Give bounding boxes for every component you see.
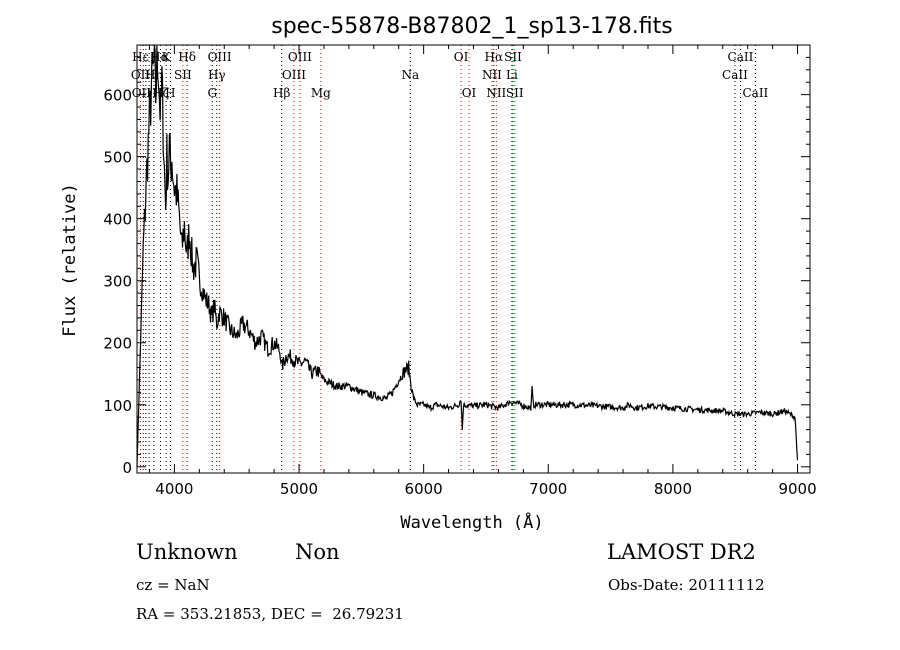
x-axis: 4000 5000 6000 7000 8000 9000 [148, 45, 817, 498]
spectral-line-label: OIII [282, 68, 306, 82]
spectral-line-label: OI [454, 50, 469, 64]
redshift-label: cz = NaN [136, 576, 210, 594]
x-tick-label: 6000 [405, 480, 443, 498]
y-axis-label: Flux (relative) [60, 183, 80, 337]
spectral-line-label: NII [482, 68, 502, 82]
class-label: Unknown [136, 540, 238, 564]
spectral-line-label: OIII [208, 50, 232, 64]
x-tick-label: 9000 [778, 480, 816, 498]
y-tick-label: 500 [103, 149, 132, 167]
spectral-line-label: SII [506, 86, 524, 100]
spectral-line-label: SII [504, 50, 522, 64]
spectral-line-label: OII [132, 86, 152, 100]
coords-label: RA = 353.21853, DEC = 26.79231 [136, 605, 404, 623]
y-tick-label: 400 [103, 211, 132, 229]
y-tick-label: 0 [122, 459, 132, 477]
y-axis: 0 100 200 300 400 500 600 [103, 56, 810, 477]
y-tick-label: 300 [103, 273, 132, 291]
obs-date-label: Obs-Date: 20111112 [608, 576, 765, 594]
spectral-line-label: Mg [311, 86, 331, 100]
survey-label: LAMOST DR2 [607, 540, 756, 564]
spectral-line-label: Li [506, 68, 518, 82]
spectral-line-label: OI [462, 86, 477, 100]
x-tick-label: 5000 [280, 480, 318, 498]
y-tick-label: 100 [103, 397, 132, 415]
x-tick-label: 7000 [529, 480, 567, 498]
subclass-label: Non [295, 540, 340, 564]
spectral-line-label: Na [401, 68, 419, 82]
x-axis-label: Wavelength (Å) [400, 511, 543, 533]
spectral-line-label: Hδ [178, 50, 196, 64]
spectral-line-label: CaII [722, 68, 748, 82]
spectral-line-label: CaII [742, 86, 768, 100]
spectral-line-label: OIII [288, 50, 312, 64]
spectral-line-label: Hβ [273, 86, 290, 100]
spectral-line-label: Hα [485, 50, 504, 64]
spectral-line-label: Hη [145, 68, 163, 82]
x-tick-label: 4000 [155, 480, 193, 498]
x-tick-label: 8000 [654, 480, 692, 498]
spectral-line-label: K [162, 50, 172, 64]
spectrum-series [136, 44, 799, 467]
spectral-line-label: CaII [728, 50, 754, 64]
y-tick-label: 600 [103, 87, 132, 105]
spectral-line-label: Hγ [208, 68, 226, 82]
spectral-line-label: SII [174, 68, 192, 82]
chart-title: spec-55878-B87802_1_sp13-178.fits [271, 14, 673, 39]
y-tick-label: 200 [103, 335, 132, 353]
spectral-line-label: NII [486, 86, 506, 100]
spectral-line-label: G [207, 86, 217, 100]
spectral-line-label: H [165, 86, 175, 100]
spectral-line-label: OII [131, 68, 151, 82]
